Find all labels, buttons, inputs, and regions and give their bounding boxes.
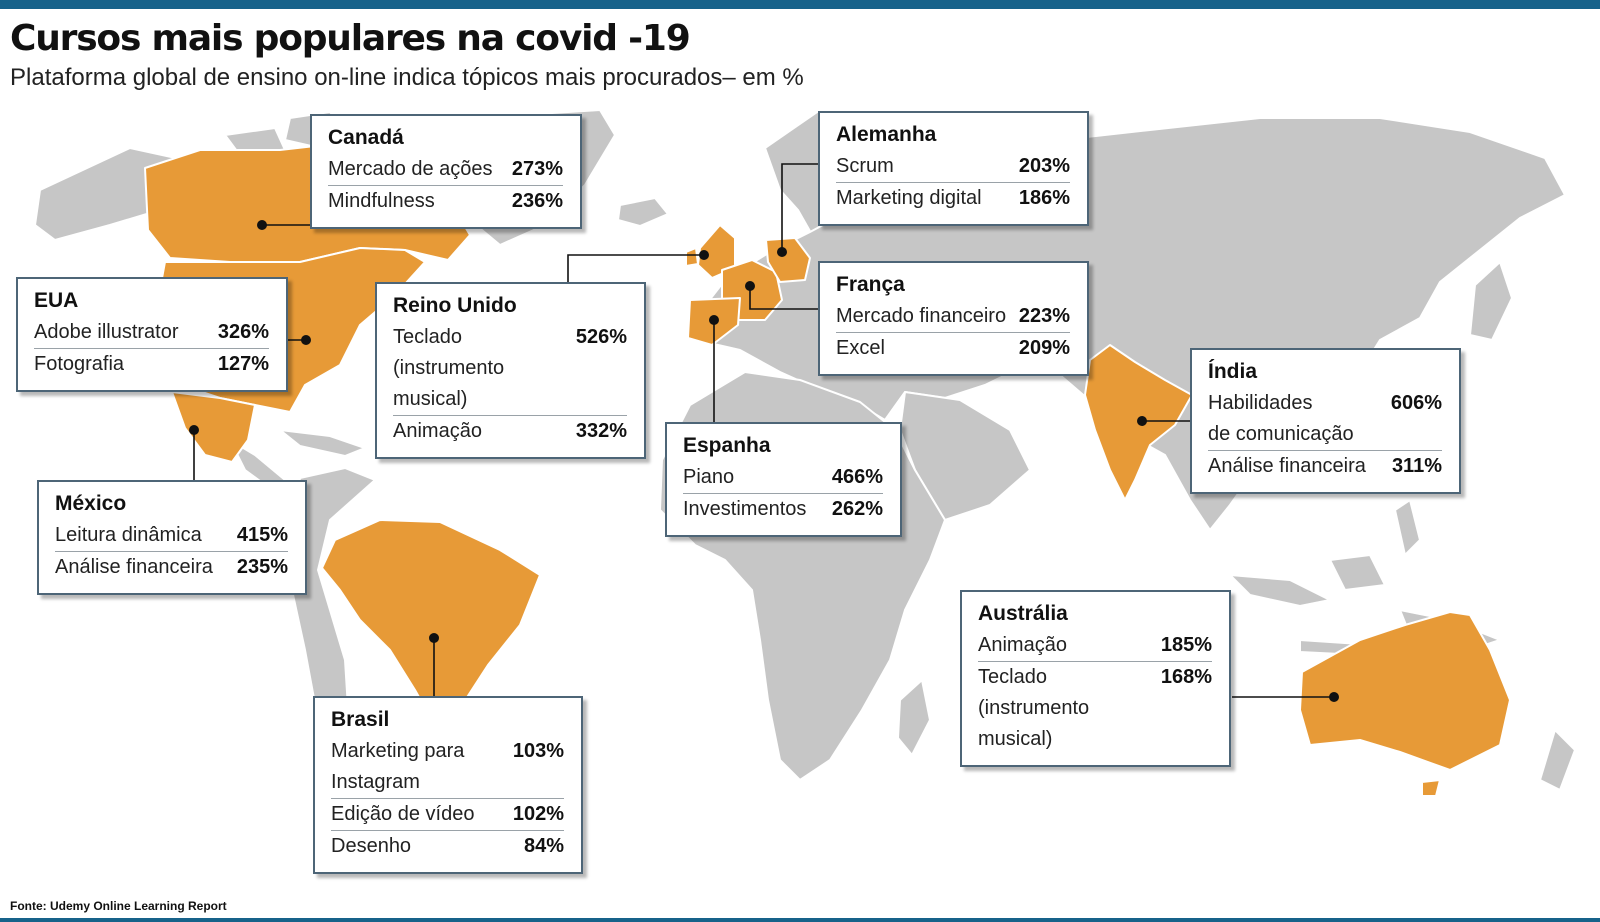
course-row: Scrum 203%: [836, 151, 1070, 183]
course-row: Animação 332%: [393, 416, 627, 447]
land-germany: [765, 237, 811, 283]
course-value: 186%: [1018, 187, 1070, 209]
course-row: Fotografia 127%: [34, 349, 269, 380]
dot-uk: [699, 250, 709, 260]
land-iceland: [617, 197, 669, 227]
course-row: Edição de vídeo 102%: [331, 799, 564, 831]
dot-mexico: [189, 425, 199, 435]
card-title: Canadá: [328, 126, 404, 149]
card-france: França Mercado financeiro 223% Excel 209%: [818, 261, 1089, 376]
course-row: Mercado financeiro 223%: [836, 301, 1070, 333]
course-row: Teclado (instrumento musical) 526%: [393, 322, 627, 416]
course-row: Análise financeira 311%: [1208, 451, 1442, 482]
land-arabia: [899, 391, 1031, 521]
course-value: 102%: [512, 803, 564, 825]
card-india: Índia Habilidades de comunicação 606% Anál…: [1190, 348, 1461, 494]
course-value: 223%: [1018, 305, 1070, 327]
card-germany: Alemanha Scrum 203% Marketing digital 186%: [818, 111, 1089, 226]
course-value: 209%: [1018, 337, 1070, 359]
course-row: Adobe illustrator 326%: [34, 317, 269, 349]
course-row: Marketing para Instagram 103%: [331, 736, 564, 799]
dot-australia: [1329, 692, 1339, 702]
course-row: Habilidades de comunicação 606%: [1208, 388, 1442, 451]
course-value: 203%: [1018, 155, 1070, 177]
course-row: Animação 185%: [978, 630, 1212, 662]
card-brazil: Brasil Marketing para Instagram 103% Ediçã…: [313, 696, 583, 874]
course-value: 127%: [217, 353, 269, 375]
card-uk: Reino Unido Teclado (instrumento musical)…: [375, 282, 646, 459]
course-row: Investimentos 262%: [683, 494, 883, 525]
course-row: Mercado de ações 273%: [328, 154, 563, 186]
card-title: Espanha: [683, 434, 771, 457]
page-subtitle: Plataforma global de ensino on-line indi…: [10, 64, 804, 91]
course-value: 326%: [217, 321, 269, 343]
dot-usa: [301, 335, 311, 345]
land-caribbean: [279, 429, 366, 457]
card-title: França: [836, 273, 905, 296]
leader-uk: [567, 254, 704, 282]
card-canada: Canadá Mercado de ações 273% Mindfulness 2…: [310, 114, 582, 229]
course-value: 415%: [236, 524, 288, 546]
top-accent-bar: [0, 0, 1600, 9]
card-title: Brasil: [331, 708, 390, 731]
card-title: EUA: [34, 289, 79, 312]
page-title: Cursos mais populares na covid -19: [10, 18, 691, 59]
leader-germany: [781, 163, 818, 252]
course-row: Leitura dinâmica 415%: [55, 520, 288, 552]
course-value: 526%: [575, 326, 627, 348]
card-title: Índia: [1208, 360, 1258, 383]
card-title: México: [55, 492, 127, 515]
course-value: 235%: [236, 556, 288, 578]
course-value: 606%: [1390, 392, 1442, 414]
bottom-accent-bar: [0, 918, 1600, 922]
land-japan: [1469, 261, 1513, 341]
course-value: 311%: [1391, 455, 1442, 477]
land-australia: [1299, 611, 1511, 771]
card-title: Austrália: [978, 602, 1068, 625]
leader-france: [749, 286, 818, 310]
course-value: 236%: [511, 190, 563, 212]
course-row: Excel 209%: [836, 333, 1070, 364]
card-usa: EUA Adobe illustrator 326% Fotografia 127%: [16, 277, 288, 392]
land-mexico: [171, 391, 256, 463]
dot-france: [745, 281, 755, 291]
land-philippines: [1394, 499, 1421, 556]
leader-lines: [193, 163, 1334, 698]
land-madagascar: [897, 679, 931, 756]
land-brazil: [321, 519, 541, 721]
course-row: Análise financeira 235%: [55, 552, 288, 583]
course-value: 84%: [523, 835, 564, 857]
land-tasmania: [1421, 779, 1441, 797]
card-mexico: México Leitura dinâmica 415% Análise fina…: [37, 480, 307, 595]
card-title: Reino Unido: [393, 294, 517, 317]
dot-brazil: [429, 633, 439, 643]
land-new-zealand: [1539, 729, 1576, 791]
dot-canada: [257, 220, 267, 230]
card-australia: Austrália Animação 185% Teclado (instrumen…: [960, 590, 1231, 767]
course-row: Piano 466%: [683, 462, 883, 494]
course-value: 273%: [511, 158, 563, 180]
dot-spain: [709, 315, 719, 325]
card-title: Alemanha: [836, 123, 937, 146]
course-value: 168%: [1160, 666, 1212, 688]
course-row: Mindfulness 236%: [328, 186, 563, 217]
dot-germany: [777, 247, 787, 257]
dot-india: [1137, 416, 1147, 426]
course-value: 185%: [1160, 634, 1212, 656]
course-value: 332%: [575, 420, 627, 442]
course-row: Teclado (instrumento musical) 168%: [978, 662, 1212, 755]
location-dots: [189, 220, 1339, 702]
course-value: 103%: [512, 740, 564, 762]
course-value: 262%: [831, 498, 883, 520]
course-row: Desenho 84%: [331, 831, 564, 862]
card-spain: Espanha Piano 466% Investimentos 262%: [665, 422, 902, 537]
course-row: Marketing digital 186%: [836, 183, 1070, 214]
source-note: Fonte: Udemy Online Learning Report: [10, 899, 227, 913]
course-value: 466%: [831, 466, 883, 488]
